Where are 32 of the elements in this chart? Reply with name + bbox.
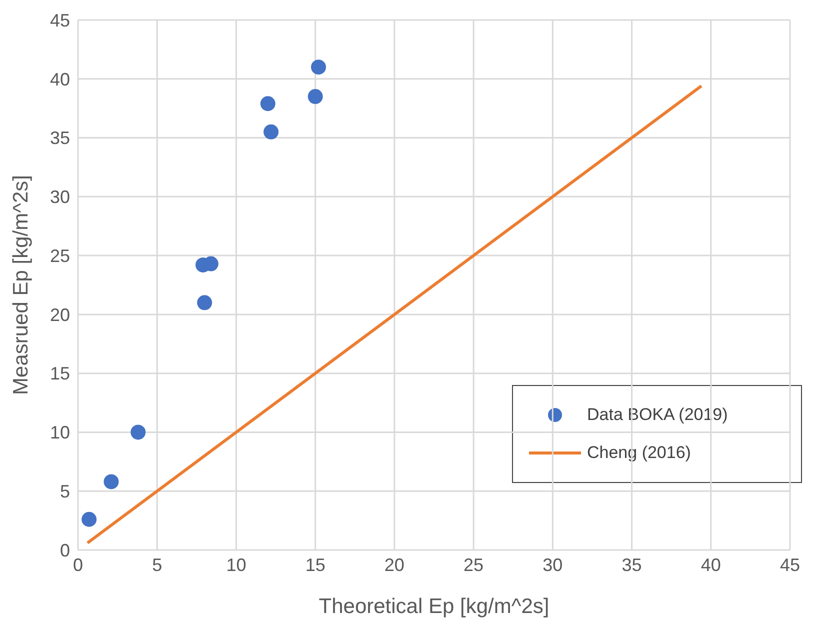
x-tick-label: 5 — [152, 554, 162, 575]
point — [197, 295, 212, 310]
x-tick-label: 0 — [72, 554, 84, 575]
x-tick-label: 30 — [542, 554, 563, 575]
x-axis-title: Theoretical Ep [kg/m^2s] — [318, 595, 550, 618]
point — [104, 474, 119, 490]
point — [308, 89, 323, 104]
y-axis-title: Measrued Ep [kg/m^2s] — [9, 175, 32, 395]
point — [311, 60, 326, 75]
point — [264, 124, 279, 140]
legend-label: Cheng (2016) — [587, 443, 691, 463]
x-tick-label: 45 — [780, 554, 800, 575]
y-tick-label: 40 — [50, 69, 70, 90]
x-tick-label: 35 — [622, 554, 642, 575]
y-tick-label: 35 — [50, 128, 70, 148]
point — [260, 96, 276, 112]
x-tick-label: 10 — [226, 554, 246, 575]
x-tick-label: 20 — [384, 554, 404, 575]
x-tick-label: 15 — [305, 554, 326, 575]
x-tick-label: 25 — [464, 554, 484, 575]
point — [82, 512, 97, 527]
y-tick-label: 0 — [60, 540, 70, 560]
y-tick-label: 15 — [50, 364, 70, 384]
y-tick-label: 30 — [50, 187, 70, 208]
point — [130, 424, 146, 440]
y-tick-label: 45 — [50, 10, 70, 30]
y-tick-label: 5 — [60, 482, 70, 502]
y-tick-label: 10 — [50, 422, 70, 443]
x-tick-label: 40 — [700, 554, 721, 575]
y-tick-label: 20 — [50, 304, 70, 325]
legend-label: Data BOKA (2019) — [587, 405, 728, 425]
y-tick-label: 25 — [50, 246, 70, 266]
